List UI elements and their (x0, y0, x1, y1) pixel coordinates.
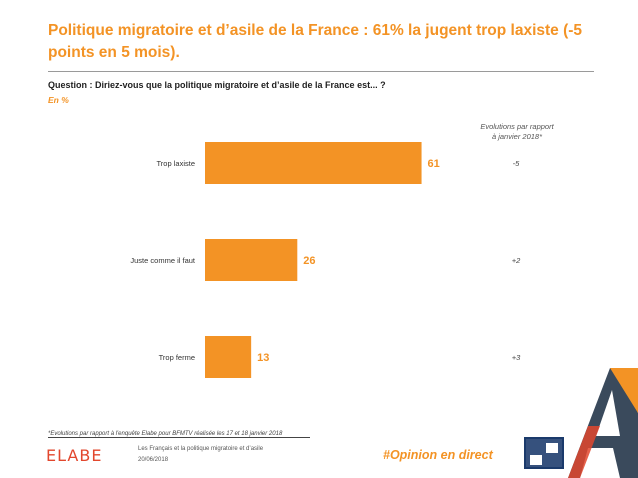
evolution-value: +2 (512, 256, 521, 265)
evolution-header-line1: Evolutions par rapport (480, 122, 554, 131)
bar (205, 239, 298, 281)
survey-question: Question : Diriez-vous que la politique … (48, 80, 386, 90)
bar (205, 142, 422, 184)
unit-label: En % (48, 95, 69, 105)
evolution-header-line2: à janvier 2018* (491, 132, 543, 141)
bar (205, 336, 252, 378)
category-label: Juste comme il faut (130, 256, 196, 265)
footnote: *Evolutions par rapport à l'enquête Elab… (48, 431, 283, 437)
page-title: Politique migratoire et d’asile de la Fr… (48, 22, 583, 61)
value-label: 13 (257, 352, 269, 364)
footnote-divider (48, 437, 310, 438)
evolution-value: +3 (512, 353, 521, 362)
evolution-header: Evolutions par rapport à janvier 2018* (462, 122, 572, 142)
title-divider (48, 71, 594, 72)
value-label: 61 (428, 158, 440, 170)
bfmtv-logo (524, 437, 564, 469)
document-date: 20/06/2018 (138, 457, 169, 463)
hashtag: #Opinion en direct (383, 448, 493, 462)
category-label: Trop laxiste (157, 159, 196, 168)
decorative-triangle-shape (568, 368, 638, 478)
value-label: 26 (303, 255, 315, 267)
evolution-value: -5 (513, 159, 520, 168)
elabe-logo: ELABE (46, 446, 103, 465)
category-label: Trop ferme (159, 353, 195, 362)
document-title: Les Français et la politique migratoire … (138, 446, 264, 452)
